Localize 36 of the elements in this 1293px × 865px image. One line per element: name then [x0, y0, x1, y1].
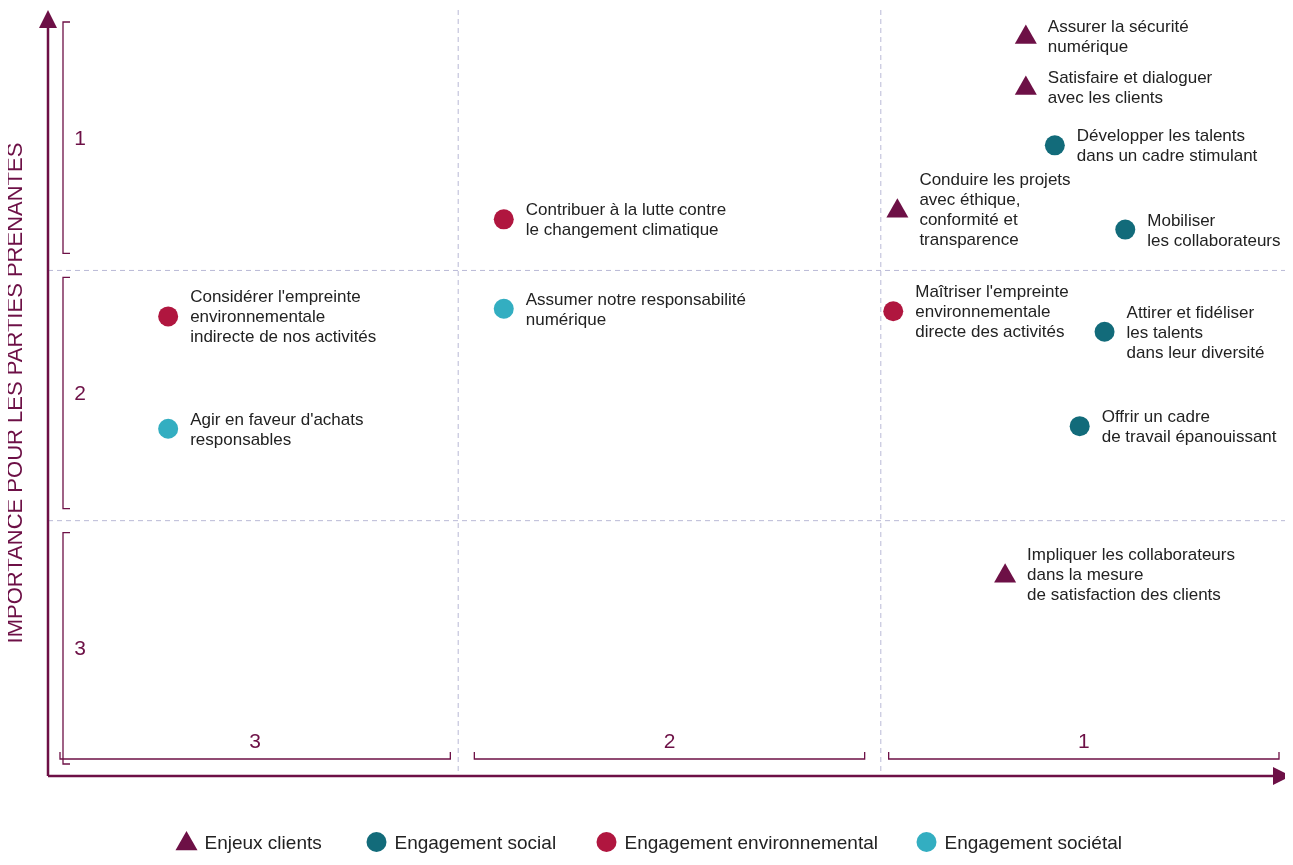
y-tick-label: 1: [74, 125, 86, 149]
point: [493, 209, 514, 230]
annotation: Attirer et fidéliser les talents dans leur diversité: [1126, 302, 1265, 362]
annotation: Conduire les projets avec éthique, conformité et transparence: [919, 170, 1071, 250]
annotation: Considérer l'empreinte environnementale indirecte de nos activités: [190, 287, 377, 347]
y-tick-label: 2: [74, 381, 86, 404]
point: [994, 563, 1017, 583]
legend-label: Engagement social: [394, 832, 557, 853]
point: [1094, 321, 1115, 342]
point: [158, 306, 179, 327]
annotation: Assumer notre responsabilité numérique: [525, 289, 746, 329]
annotation: Développer les talents dans un cadre stimulant: [1076, 126, 1258, 166]
point: [1115, 219, 1136, 240]
point: [158, 418, 179, 439]
point: [883, 301, 904, 322]
annotation: Mobiliser les collaborateurs: [1147, 210, 1281, 250]
annotation: Agir en faveur d'achats responsables: [190, 409, 364, 449]
annotation: Impliquer les collaborateurs dans la mesure de satisfaction des clients: [1027, 545, 1235, 605]
x-tick-label: 2: [663, 729, 676, 752]
annotation: Contribuer à la lutte contre le changement climatique: [525, 200, 727, 240]
annotation: Maîtriser l'empreinte environnementale directe des activités: [915, 282, 1069, 342]
x-tick-label: 1: [1077, 729, 1090, 752]
annotation: Satisfaire et dialoguer avec les clients: [1047, 67, 1213, 107]
legend-label: Engagement environnemental: [624, 832, 879, 853]
x-tick-label: 3: [249, 729, 262, 752]
legend-label: Engagement sociétal: [944, 832, 1122, 853]
point: [886, 198, 909, 218]
y-tick-label: 3: [74, 636, 86, 660]
annotation: Assurer la sécurité numérique: [1047, 16, 1189, 56]
point: [1069, 416, 1090, 437]
legend-label: Enjeux clients: [204, 832, 322, 853]
point: [493, 298, 514, 319]
point: [1014, 24, 1037, 44]
point: [1044, 135, 1065, 156]
annotation: Offrir un cadre de travail épanouissant: [1101, 407, 1277, 447]
point: [1014, 75, 1037, 95]
